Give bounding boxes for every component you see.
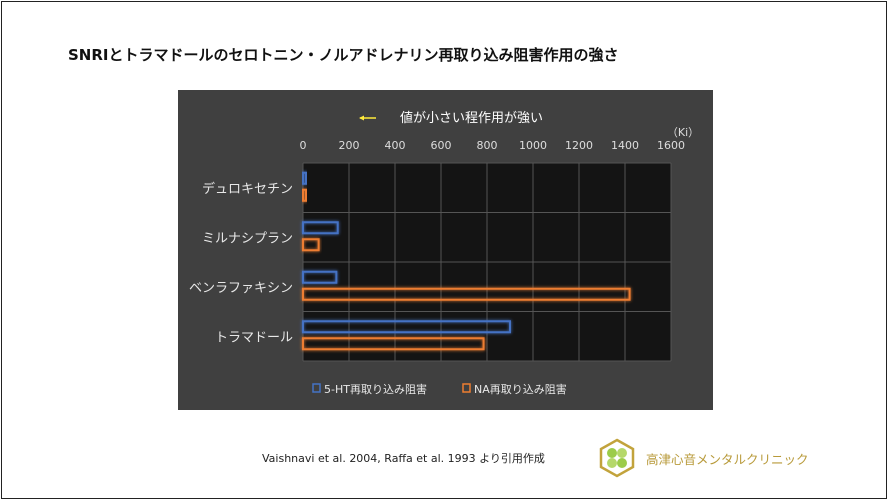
bar-na: [302, 287, 631, 301]
bar-5ht: [302, 221, 339, 235]
x-tick-label: 800: [477, 139, 498, 152]
y-category-label: デュロキセチン: [202, 181, 293, 197]
bar-na: [302, 337, 485, 351]
clinic-logo: 高津心音メンタルクリニック: [598, 438, 809, 478]
legend-swatch: [462, 383, 471, 393]
y-category-label: トラマドール: [215, 330, 293, 345]
x-tick-label: 600: [431, 139, 452, 152]
clover-hexagon-icon: [599, 438, 635, 478]
y-category-label: ベンラファキシン: [189, 281, 293, 296]
legend-label: NA再取り込み阻害: [474, 382, 567, 396]
legend-swatch: [312, 383, 321, 393]
x-tick-label: 1400: [611, 139, 639, 152]
x-tick-label: 400: [385, 139, 406, 152]
x-tick-label: 1200: [565, 139, 593, 152]
x-tick-label: 1000: [519, 139, 547, 152]
clinic-name: 高津心音メンタルクリニック: [646, 451, 809, 467]
annotation: 値が小さい程作用が強い: [400, 110, 543, 126]
x-tick-label: 1600: [657, 139, 685, 152]
unit-label: （Ki）: [667, 126, 699, 139]
legend-label: 5-HT再取り込み阻害: [324, 382, 427, 396]
bar-5ht: [302, 270, 338, 284]
y-category-label: ミルナシプラン: [202, 231, 293, 246]
chart-svg: 値が小さい程作用が強い （Ki） 0 200 400 600 800 1000 1200 14…: [189, 110, 699, 396]
chart: 値が小さい程作用が強い （Ki） 0 200 400 600 800 1000 1200 14…: [178, 90, 713, 410]
bar-5ht: [302, 320, 511, 334]
x-tick-label: 0: [300, 139, 307, 152]
slide-title: SNRIとトラマドールのセロトニン・ノルアドレナリン再取り込み阻害作用の強さ: [68, 46, 619, 64]
bar-na: [302, 188, 307, 202]
bar-na: [302, 238, 320, 252]
arrow-left-icon: [359, 115, 364, 121]
x-tick-label: 200: [339, 139, 360, 152]
source-citation: Vaishnavi et al. 2004, Raffa et al. 1993…: [262, 452, 545, 465]
bar-5ht: [302, 171, 307, 185]
